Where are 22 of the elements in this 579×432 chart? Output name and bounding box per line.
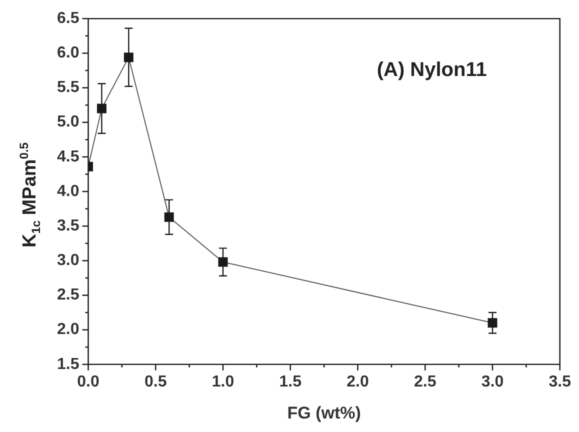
x-tick-label: 0.0 (77, 373, 100, 390)
x-tick-label: 3.5 (548, 373, 572, 390)
y-tick-label: 2.5 (56, 286, 80, 304)
x-tick-label: 2.0 (346, 373, 369, 390)
y-tick-label: 5.5 (56, 79, 80, 96)
y-tick-label: 6.5 (56, 10, 80, 28)
y-tick-label: 4.5 (56, 148, 80, 166)
x-tick-label: 0.5 (144, 373, 167, 390)
y-tick-label: 6.0 (56, 44, 80, 62)
annotation: (A) Nylon11 (376, 59, 487, 82)
y-tick-label: 3.5 (56, 217, 80, 234)
x-tick-label: 1.5 (279, 373, 302, 390)
y-tick-label: 4.0 (56, 182, 80, 200)
x-tick-label: 3.0 (481, 373, 504, 390)
y-tick-label: 2.0 (56, 321, 80, 338)
x-tick-label: 1.0 (212, 373, 234, 390)
y-tick-label: 5.0 (56, 114, 80, 131)
y-tick-label: 3.0 (56, 252, 80, 270)
y-tick-label: 1.5 (56, 356, 80, 373)
x-axis-title: FG (wt%) (287, 403, 361, 422)
point (164, 212, 174, 222)
x-tick-label: 2.5 (414, 373, 436, 390)
